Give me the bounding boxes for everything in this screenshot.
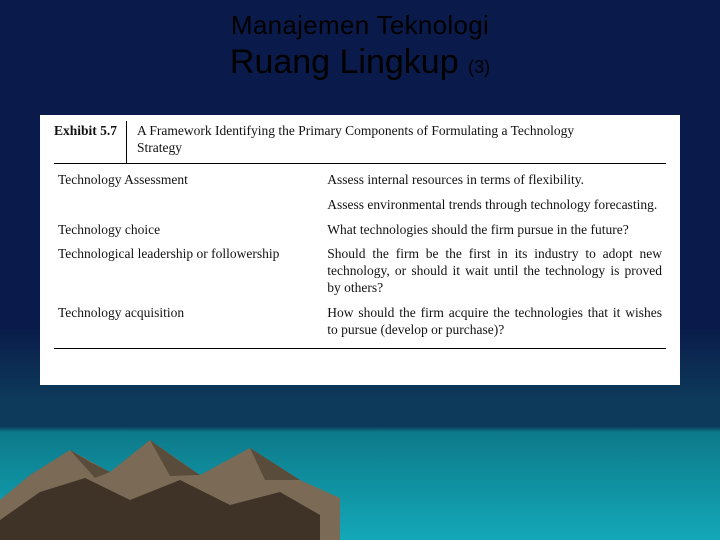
- cell-left: Technological leadership or followership: [54, 242, 323, 301]
- exhibit-label: Exhibit 5.7: [54, 123, 127, 140]
- cell-right: How should the firm acquire the technolo…: [323, 301, 666, 343]
- exhibit-panel: Exhibit 5.7 A Framework Identifying the …: [40, 115, 680, 385]
- main-title: Ruang Lingkup (3): [0, 43, 720, 82]
- exhibit-title-row: Exhibit 5.7 A Framework Identifying the …: [54, 123, 666, 157]
- rule-top: [54, 163, 666, 164]
- super-title: Manajemen Teknologi: [0, 10, 720, 41]
- header: Manajemen Teknologi Ruang Lingkup (3): [0, 0, 720, 82]
- table-row: Technology acquisition How should the fi…: [54, 301, 666, 343]
- table-row: Technology choice What technologies shou…: [54, 218, 666, 243]
- exhibit-table: Technology Assessment Assess internal re…: [54, 168, 666, 343]
- cell-left: Technology Assessment: [54, 168, 323, 193]
- cell-left: Technology choice: [54, 218, 323, 243]
- exhibit-title-line2: Strategy: [137, 140, 666, 157]
- slide: Manajemen Teknologi Ruang Lingkup (3) Ex…: [0, 0, 720, 540]
- cell-right: Assess internal resources in terms of fl…: [323, 168, 666, 193]
- cell-right: Assess environmental trends through tech…: [323, 193, 666, 218]
- cell-left: Technology acquisition: [54, 301, 323, 343]
- table-row: Assess environmental trends through tech…: [54, 193, 666, 218]
- mountain-decoration: [0, 380, 720, 540]
- table-row: Technological leadership or followership…: [54, 242, 666, 301]
- exhibit-title-line1: A Framework Identifying the Primary Comp…: [137, 123, 666, 140]
- table-row: Technology Assessment Assess internal re…: [54, 168, 666, 193]
- rule-bottom: [54, 348, 666, 349]
- main-title-subnum: (3): [468, 57, 490, 77]
- cell-right: Should the firm be the first in its indu…: [323, 242, 666, 301]
- cell-right: What technologies should the firm pursue…: [323, 218, 666, 243]
- cell-left: [54, 193, 323, 218]
- main-title-text: Ruang Lingkup: [230, 43, 459, 81]
- exhibit-title: A Framework Identifying the Primary Comp…: [137, 123, 666, 157]
